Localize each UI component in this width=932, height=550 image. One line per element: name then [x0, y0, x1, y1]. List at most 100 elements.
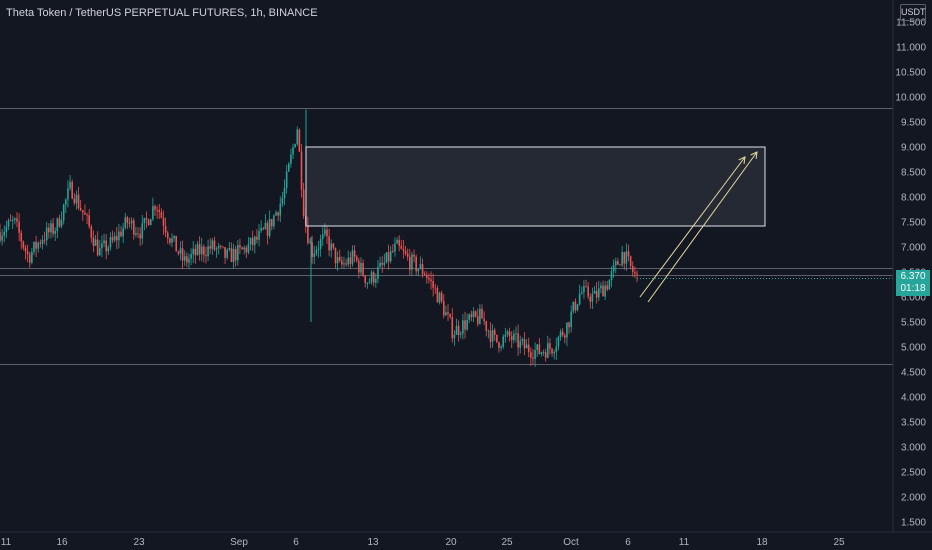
candle-body [251, 237, 254, 246]
price-tick-label: 7.000 [901, 243, 926, 254]
candle-body [107, 247, 110, 252]
candle-body [90, 226, 93, 238]
candle-body [211, 240, 214, 249]
time-axis[interactable]: 11 16 23 Sep 6 13 20 25 Oct 6 11 18 25 [1, 537, 845, 548]
candle-body [41, 239, 44, 244]
annotations[interactable] [305, 146, 893, 303]
price-tick-label: 5.500 [901, 318, 926, 329]
price-tick-label: 6.000 [901, 293, 926, 304]
candle-body [196, 244, 199, 256]
candle-body [506, 331, 509, 335]
candle-body [52, 223, 54, 234]
candle-body [479, 308, 481, 324]
candle-body [281, 198, 284, 204]
candle-body [612, 265, 615, 272]
candle-body [561, 331, 564, 336]
candle-body [296, 129, 299, 145]
candle-body [128, 222, 131, 224]
candle-body [523, 339, 526, 349]
candle-body [629, 256, 632, 267]
candle-body [60, 220, 63, 227]
time-tick-label: 6 [293, 537, 299, 548]
candle-body [600, 285, 602, 289]
candle-body [307, 225, 309, 244]
currency-unit-badge[interactable]: USDT [900, 4, 926, 21]
candle-body [147, 219, 150, 226]
candle-body [358, 260, 360, 273]
candle-body [31, 251, 33, 263]
price-axis[interactable]: 11.500 11.000 10.500 10.000 9.500 9.000 8.500 8… [895, 18, 926, 529]
candle-body [595, 290, 598, 298]
candle-body [493, 330, 496, 335]
candle-body [319, 239, 322, 249]
target-zone-rectangle[interactable] [305, 146, 766, 227]
candle-body [290, 154, 292, 164]
candle-body [270, 219, 273, 227]
candle-body [423, 273, 426, 276]
candle-body [181, 248, 184, 261]
candle-body [338, 257, 341, 261]
candle-body [347, 257, 350, 265]
candle-body [120, 231, 122, 237]
candle-body [580, 292, 583, 294]
candle-body [462, 320, 464, 334]
candle-body [152, 206, 154, 220]
candle-body [504, 334, 507, 337]
candle-body [65, 199, 67, 205]
trend-arrow[interactable] [639, 156, 746, 298]
candle-body [542, 352, 545, 354]
candle-body [92, 237, 95, 246]
candle-body [508, 331, 511, 337]
candle-body [94, 239, 97, 246]
price-tick-label: 8.000 [901, 193, 926, 204]
candle-body [166, 232, 169, 239]
candle-body [617, 261, 619, 265]
trend-arrow-shaft [639, 156, 746, 298]
candle-body [9, 220, 12, 222]
candle-body [379, 262, 381, 268]
candle-body [77, 194, 80, 209]
price-tick-label: 9.000 [901, 143, 926, 154]
candle-body [400, 245, 403, 249]
candle-body [485, 321, 488, 331]
candle-body [445, 312, 447, 316]
candle-body [544, 352, 547, 358]
candle-body [593, 290, 596, 294]
trend-arrow-shaft [647, 151, 758, 303]
candle-body [345, 263, 347, 265]
price-tick-label: 3.000 [901, 443, 926, 454]
candle-body [254, 236, 256, 246]
candle-body [574, 301, 577, 311]
candle-body [483, 318, 485, 322]
candle-body [22, 241, 25, 248]
candle-body [370, 272, 373, 283]
candle-body [341, 260, 343, 265]
candle-body [37, 242, 40, 249]
candle-body [527, 344, 530, 353]
candle-body [343, 263, 345, 265]
candle-body [362, 262, 364, 276]
candle-body [521, 339, 524, 341]
candle-body [294, 144, 296, 148]
candle-body [540, 352, 543, 354]
candle-body [141, 223, 144, 239]
candle-body [385, 252, 388, 263]
candle-body [468, 314, 471, 320]
candle-body [489, 330, 492, 342]
candle-body [368, 282, 371, 283]
candle-body [432, 281, 434, 288]
candle-body [532, 357, 534, 359]
candle-body [268, 219, 271, 236]
candle-body [200, 246, 203, 255]
candle-body [453, 334, 456, 339]
price-tick-label: 2.000 [901, 493, 926, 504]
candle-body [464, 320, 466, 330]
trend-arrow[interactable] [647, 151, 758, 303]
candle-body [525, 344, 528, 349]
candle-body [557, 336, 560, 347]
candle-body [585, 285, 587, 287]
candle-body [589, 296, 592, 302]
chart-title: Theta Token / TetherUS PERPETUAL FUTURES… [6, 7, 318, 19]
candle-body [262, 228, 265, 230]
